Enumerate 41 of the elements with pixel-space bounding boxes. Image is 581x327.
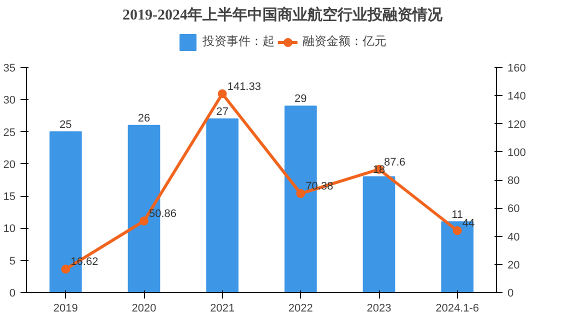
y2-tick-label: 140	[508, 90, 526, 103]
y2-tick-label: 0	[508, 288, 514, 300]
x-tick-label: 2021	[210, 302, 235, 314]
y2-tick-label: 80	[508, 175, 520, 187]
legend-label: 投资事件：起	[202, 33, 274, 50]
y-tick-label: 10	[3, 223, 16, 236]
y2-tick-label: 60	[508, 203, 520, 216]
y-tick-label: 20	[3, 158, 16, 171]
data-label: 26	[138, 112, 150, 124]
data-label: 70.38	[306, 180, 334, 193]
chart-title: 2019-2024年上半年中国商业航空行业投融资情况	[122, 6, 444, 24]
data-label: 27	[216, 106, 228, 118]
legend-label: 融资金额：亿元	[302, 33, 386, 50]
data-label: 11	[452, 208, 464, 221]
x-tick-label: 2024.1-6	[436, 302, 480, 314]
point	[218, 89, 227, 98]
y-tick-label: 30	[3, 94, 16, 107]
x-tick-label: 2019	[53, 302, 78, 314]
point	[296, 189, 306, 198]
point	[61, 264, 70, 274]
bar	[206, 118, 238, 292]
y-tick-label: 35	[3, 62, 16, 74]
point	[452, 226, 462, 236]
x-tick-label: 2022	[288, 302, 313, 314]
y-tick-label: 15	[3, 191, 16, 204]
y2-tick-label: 40	[508, 231, 520, 244]
y2-tick-label: 100	[508, 146, 526, 159]
y2-tick-label: 160	[508, 62, 526, 74]
y2-tick-label: 20	[508, 259, 520, 272]
x-tick-label: 2023	[366, 302, 392, 314]
data-label: 141.33	[227, 80, 261, 93]
data-label: 25	[60, 118, 72, 131]
y-tick-label: 5	[9, 255, 16, 268]
point	[140, 216, 148, 226]
y-tick-label: 25	[3, 126, 16, 139]
x-tick-label: 2020	[132, 302, 156, 314]
y-tick-label: 0	[9, 288, 16, 300]
y2-tick-label: 120	[508, 118, 526, 131]
data-label: 87.6	[384, 156, 406, 168]
data-label: 29	[294, 93, 307, 106]
bar	[362, 176, 396, 292]
